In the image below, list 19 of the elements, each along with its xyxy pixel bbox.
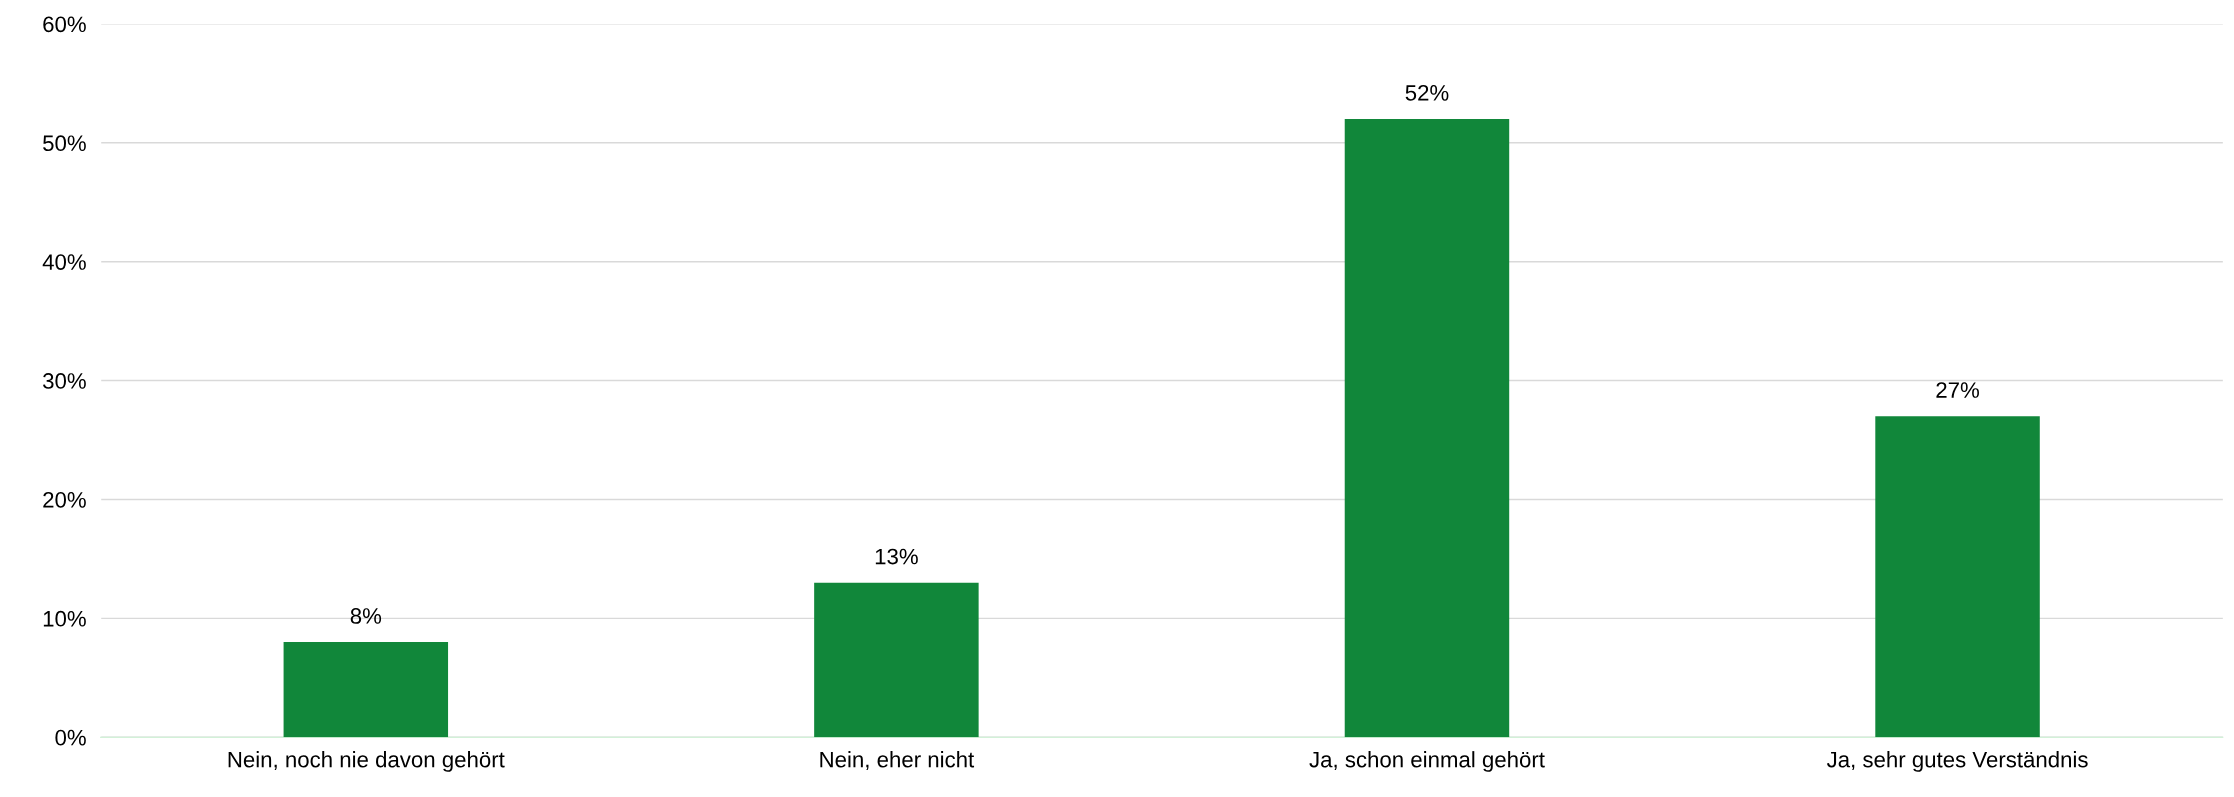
y-tick-label: 0% <box>55 729 86 746</box>
x-tick-label: Nein, noch nie davon gehört <box>228 751 505 772</box>
bar <box>814 582 979 738</box>
bar <box>1875 416 2040 738</box>
data-label: 13% <box>875 548 918 565</box>
y-tick-label: 10% <box>43 610 86 627</box>
data-label: 27% <box>1936 382 1979 398</box>
data-label: 8% <box>350 608 382 624</box>
x-tick-label: Nein, eher nicht <box>820 751 975 771</box>
y-tick-label: 20% <box>43 491 86 508</box>
y-tick-label: 50% <box>43 135 86 152</box>
y-tick-label: 40% <box>42 254 86 270</box>
x-tick-label: Ja, sehr gutes Verständnis <box>1826 751 2088 772</box>
y-tick-label: 30% <box>43 373 86 389</box>
y-tick-label: 60% <box>43 16 86 33</box>
x-tick-label: Ja, schon einmal gehört <box>1309 751 1545 772</box>
bar <box>1344 119 1510 738</box>
data-label: 52% <box>1405 85 1449 101</box>
bar <box>283 642 449 738</box>
